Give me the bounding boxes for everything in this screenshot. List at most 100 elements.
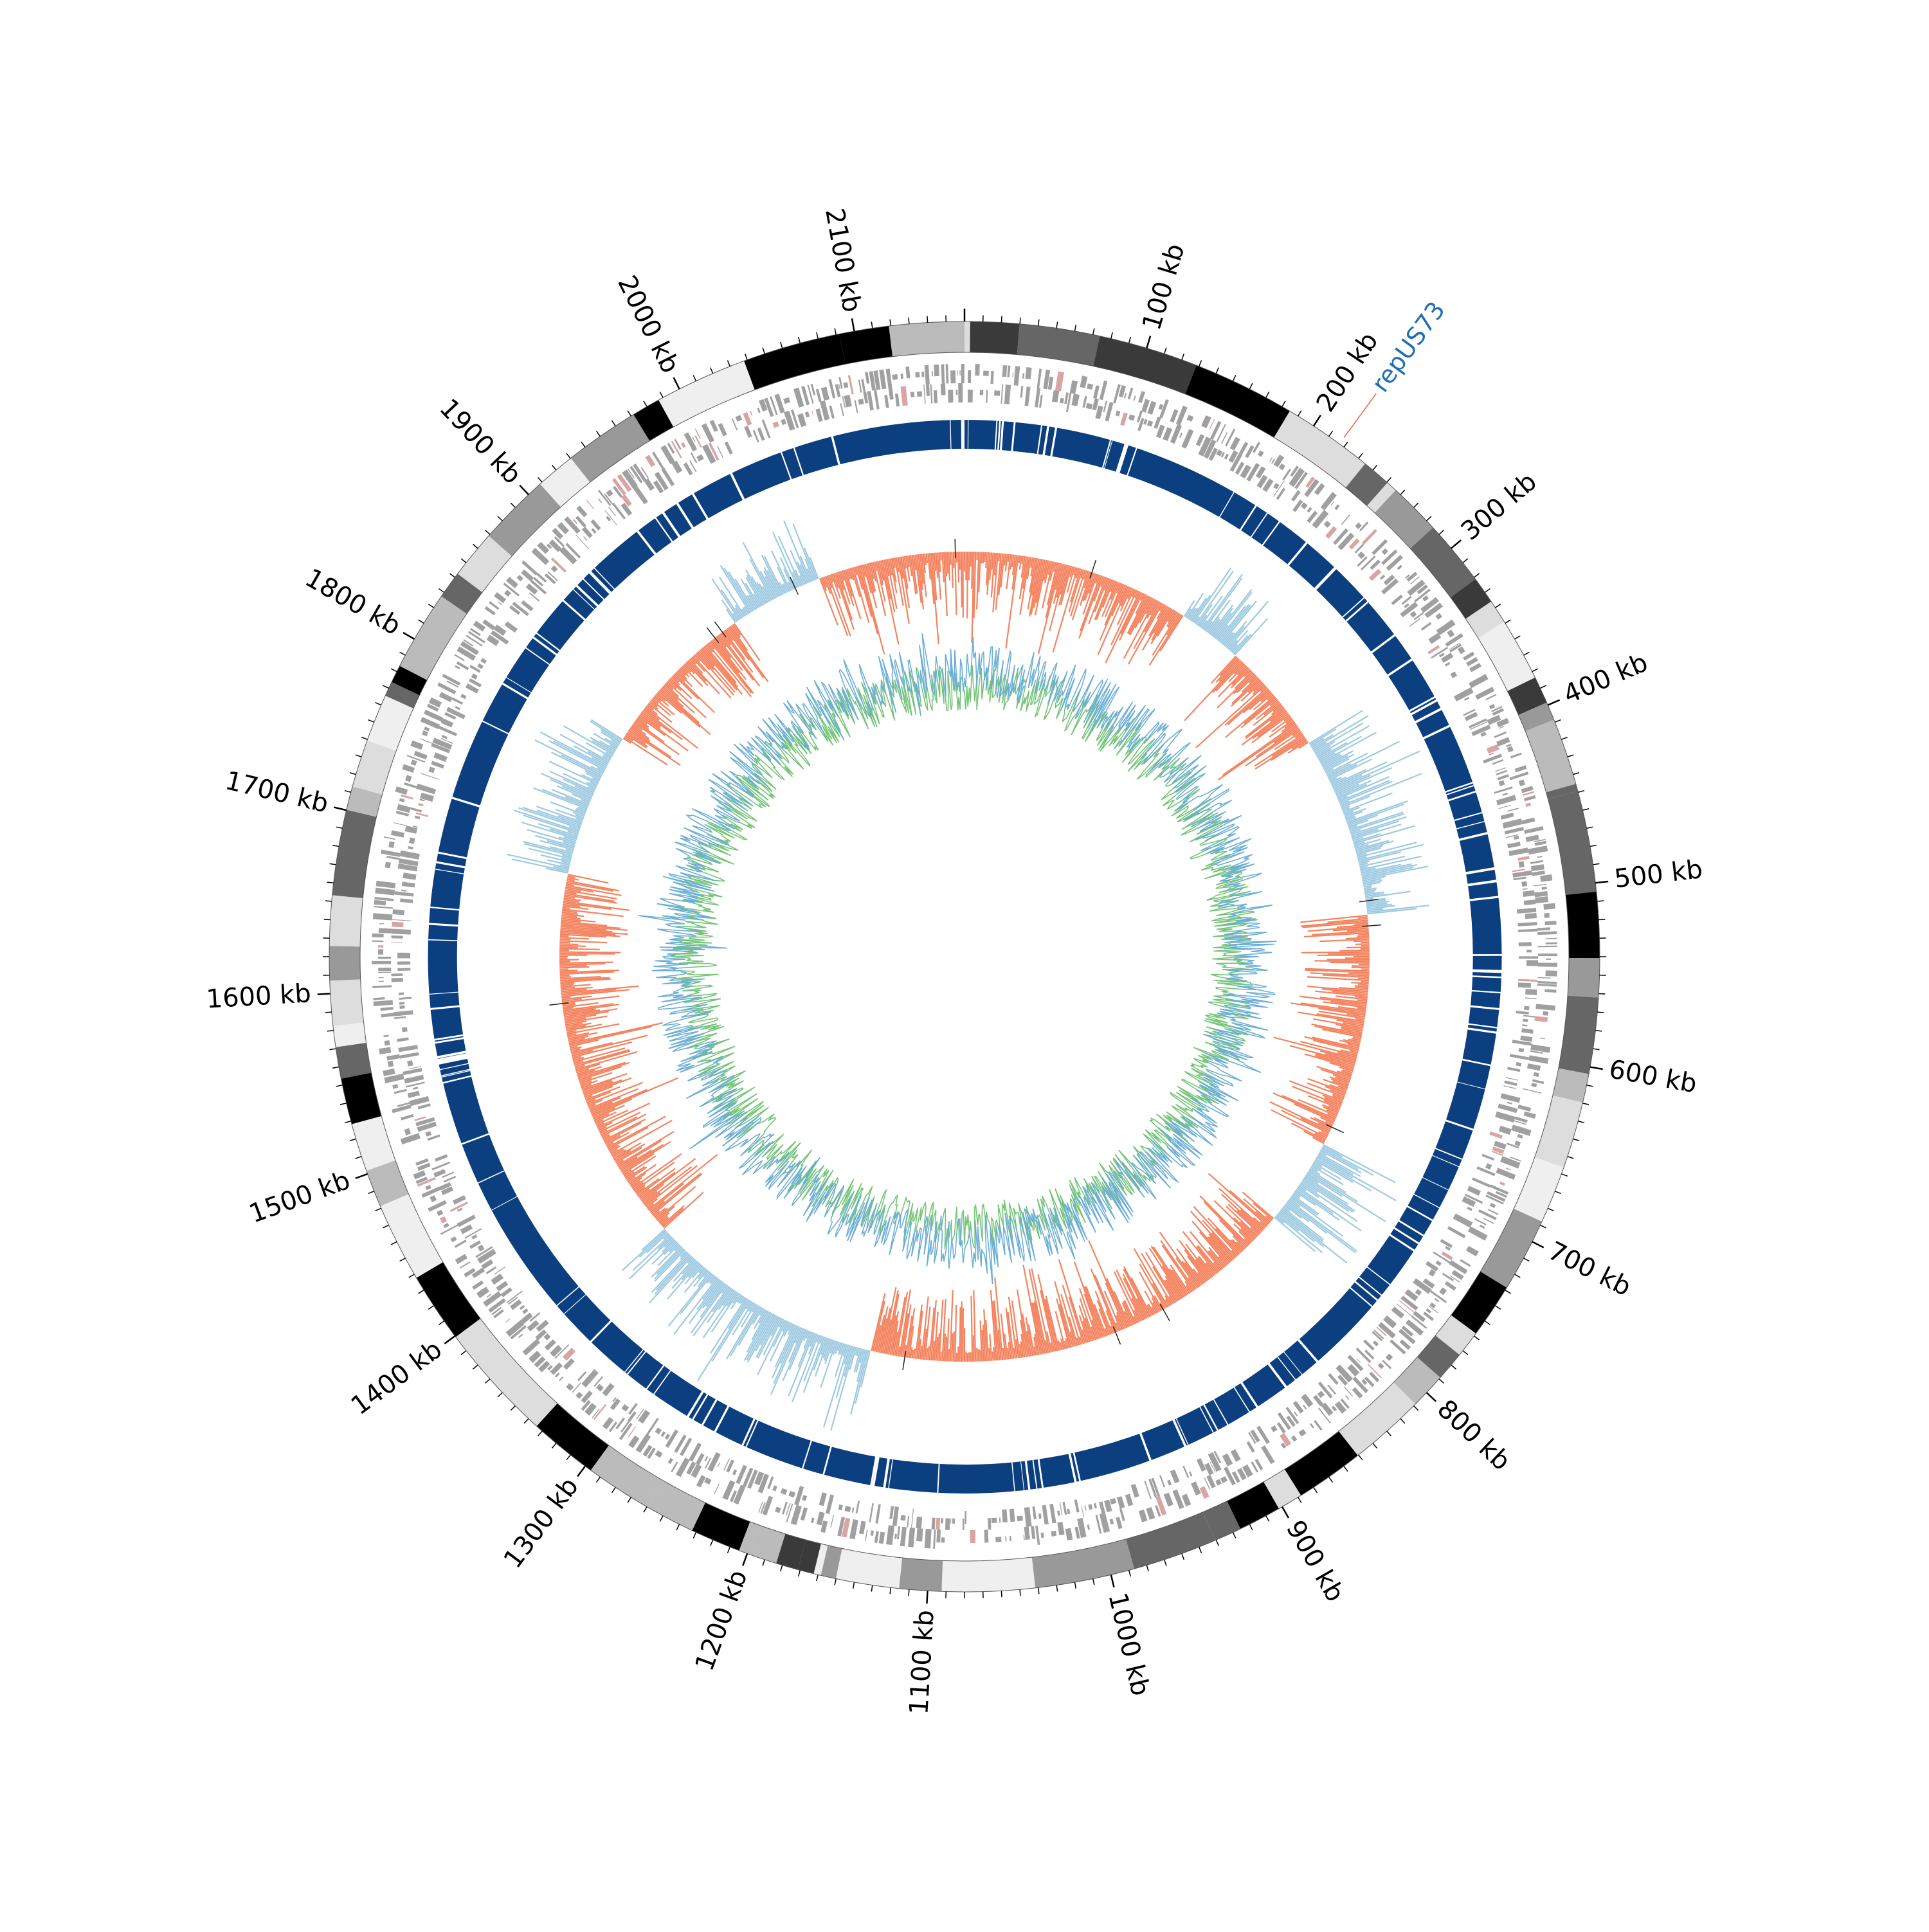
gene-feature — [417, 1103, 430, 1109]
gene-feature — [1499, 805, 1512, 809]
minor-tick — [383, 1225, 389, 1228]
gene-feature — [400, 851, 420, 860]
gc-skew-negative — [1357, 936, 1369, 937]
gene-feature — [1531, 1083, 1537, 1087]
gene-feature — [1524, 1112, 1536, 1119]
gene-feature — [1258, 450, 1264, 456]
minor-tick — [1344, 442, 1348, 447]
gene-feature — [1040, 1533, 1044, 1539]
gene-feature — [1507, 808, 1519, 811]
gene-feature — [1511, 1124, 1531, 1136]
gene-feature — [1369, 1372, 1379, 1382]
gc-skew-negative — [1008, 554, 1009, 562]
minor-tick — [1573, 1139, 1579, 1141]
gene-feature — [400, 898, 413, 903]
minor-tick — [711, 1540, 713, 1546]
minor-tick — [644, 401, 647, 407]
gene-feature — [844, 1506, 851, 1512]
gene-feature — [398, 1045, 418, 1052]
minor-tick — [1298, 1497, 1301, 1503]
gene-feature — [1087, 1524, 1091, 1530]
gene-feature — [1362, 529, 1377, 545]
gene-feature — [1200, 1486, 1209, 1499]
minor-tick — [1400, 490, 1405, 494]
gc-skew-negative — [1003, 1348, 1004, 1360]
gene-feature — [718, 423, 727, 437]
gene-feature — [753, 430, 759, 443]
scale-label: 600 kb — [1607, 1054, 1699, 1099]
minor-tick — [1373, 465, 1377, 470]
gene-feature — [691, 452, 698, 463]
gene-feature — [582, 527, 593, 538]
gc-skew-positive — [1366, 899, 1373, 900]
minor-tick — [1532, 669, 1538, 671]
gc-skew-negative — [559, 953, 615, 954]
gc-skew-negative — [559, 970, 577, 971]
minor-tick — [817, 1575, 818, 1581]
minor-tick — [1561, 737, 1567, 739]
gene-feature — [415, 815, 421, 819]
minor-tick — [350, 773, 356, 775]
gene-feature — [1276, 488, 1285, 500]
gene-feature — [401, 890, 406, 892]
gene-feature — [1038, 1513, 1042, 1519]
gene-feature — [544, 1333, 551, 1341]
gene-feature — [496, 1281, 509, 1291]
gene-feature — [1370, 559, 1381, 570]
gene-feature — [894, 1534, 897, 1539]
gene-feature — [402, 881, 415, 887]
gene-feature — [428, 1200, 447, 1212]
gc-skew-negative — [559, 947, 578, 948]
gene-feature — [1397, 565, 1402, 570]
gene-feature — [1478, 1209, 1497, 1220]
chromosome-band — [1525, 719, 1576, 792]
gene-feature — [440, 1225, 458, 1235]
gene-feature — [421, 1187, 440, 1198]
gene-feature — [1469, 674, 1489, 688]
gene-feature — [1445, 1281, 1456, 1291]
gene-feature — [1507, 1102, 1512, 1105]
major-tick — [577, 1466, 585, 1476]
chromosome-band — [839, 326, 892, 364]
gene-feature — [1523, 1019, 1528, 1022]
gene-feature — [1117, 1496, 1125, 1509]
gc-skew-negative — [977, 552, 979, 609]
gc-skew-negative — [925, 554, 926, 565]
gene-feature — [1143, 419, 1148, 425]
gene-feature — [521, 1313, 533, 1324]
gene-feature — [559, 1377, 563, 1381]
gene-feature — [392, 929, 411, 935]
gene-feature — [1324, 521, 1331, 528]
gene-feature — [1402, 596, 1412, 605]
gene-feature — [1503, 818, 1523, 829]
gene-feature — [1124, 393, 1127, 398]
gene-feature — [1182, 1466, 1189, 1478]
gene-feature — [794, 1486, 804, 1506]
scale-label: 700 kb — [1543, 1236, 1636, 1303]
gene-feature — [1269, 457, 1272, 462]
chromosome-band — [970, 321, 1019, 355]
gene-feature — [1373, 1341, 1379, 1346]
chromosome-band — [1514, 1157, 1564, 1222]
gene-feature — [911, 1508, 914, 1528]
gene-feature — [399, 1052, 419, 1059]
major-tick — [1590, 1067, 1603, 1069]
chromosome-band-ring — [329, 321, 1600, 1592]
gene-feature — [455, 1254, 467, 1264]
minor-tick — [1129, 1570, 1131, 1576]
gene-feature — [545, 573, 556, 584]
gene-feature — [1215, 1479, 1222, 1485]
gene-feature — [392, 1084, 398, 1088]
minor-tick — [728, 1547, 730, 1553]
gene-feature — [1206, 1475, 1216, 1488]
gene-feature — [374, 906, 393, 909]
minor-tick — [1199, 1547, 1202, 1553]
gene-feature — [828, 379, 835, 399]
minor-tick — [728, 361, 730, 366]
gene-feature — [1458, 646, 1465, 654]
minor-tick — [376, 1208, 381, 1211]
minor-tick — [890, 320, 891, 326]
gene-feature — [1538, 962, 1557, 967]
minor-tick — [566, 453, 570, 458]
gene-feature — [455, 665, 460, 669]
